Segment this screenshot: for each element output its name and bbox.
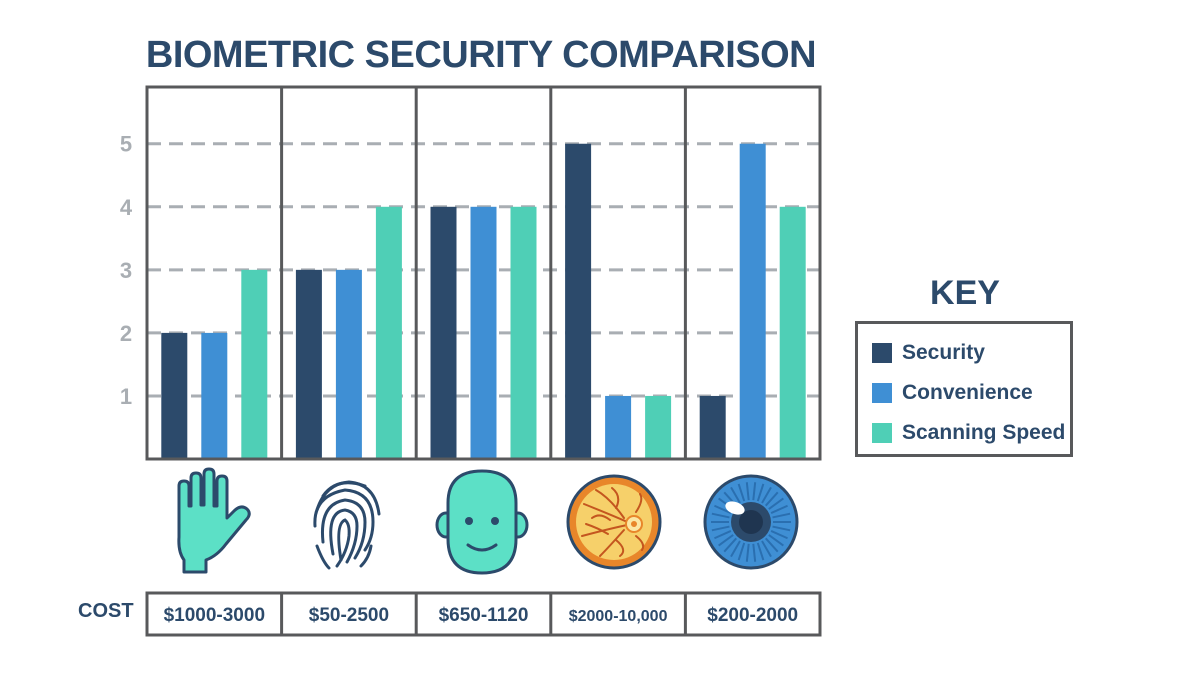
legend-swatch-scanning-speed bbox=[872, 423, 892, 443]
cost-value: $2000-10,000 bbox=[569, 608, 668, 625]
bar-convenience bbox=[739, 143, 766, 459]
bar-convenience bbox=[201, 332, 228, 459]
bar-scanning-speed bbox=[779, 206, 806, 459]
cost-row: $1000-3000 $50-2500 $650-1120 $2000-10,000 $… bbox=[145, 591, 822, 637]
face-icon bbox=[435, 469, 529, 575]
bar-scanning-speed bbox=[645, 395, 672, 459]
bar-security bbox=[430, 206, 457, 459]
cost-value: $1000-3000 bbox=[164, 605, 265, 626]
legend-item-scanning-speed: Scanning Speed bbox=[872, 421, 1065, 445]
legend-label-scanning-speed: Scanning Speed bbox=[902, 421, 1066, 444]
bar-scanning-speed bbox=[375, 206, 402, 459]
legend: Security Convenience Scanning Speed bbox=[855, 321, 1073, 457]
chart-frame bbox=[145, 85, 822, 461]
y-tick-label: 3 bbox=[120, 258, 132, 283]
fingerprint-icon bbox=[313, 480, 381, 570]
bar-security bbox=[161, 332, 188, 459]
plot-border bbox=[145, 85, 822, 461]
legend-swatch-convenience bbox=[872, 383, 892, 403]
y-tick-label: 5 bbox=[120, 132, 132, 157]
cost-table bbox=[145, 591, 822, 637]
cost-heading: COST bbox=[78, 600, 134, 622]
legend-swatch-security bbox=[872, 343, 892, 363]
legend-item-convenience: Convenience bbox=[872, 381, 1033, 405]
bar-convenience bbox=[605, 395, 632, 459]
legend-item-security: Security bbox=[872, 341, 985, 365]
y-axis-ticks: 1 2 3 4 5 bbox=[120, 132, 133, 409]
legend-label-convenience: Convenience bbox=[902, 381, 1033, 404]
y-tick-label: 1 bbox=[120, 384, 132, 409]
bar-security bbox=[295, 269, 322, 459]
bar-security bbox=[699, 395, 726, 459]
bar-convenience bbox=[470, 206, 497, 459]
legend-label-security: Security bbox=[902, 341, 985, 364]
retina-icon bbox=[566, 474, 662, 570]
legend-title: KEY bbox=[930, 274, 1000, 312]
y-tick-label: 2 bbox=[120, 321, 132, 346]
hand-icon bbox=[177, 467, 251, 574]
cost-value: $650-1120 bbox=[439, 605, 529, 626]
cost-value: $200-2000 bbox=[707, 605, 798, 626]
chart-title: BIOMETRIC SECURITY COMPARISON bbox=[145, 34, 817, 76]
bar-scanning-speed bbox=[510, 206, 537, 459]
bar-scanning-speed bbox=[241, 269, 268, 459]
y-tick-label: 4 bbox=[120, 195, 133, 220]
bar-convenience bbox=[335, 269, 362, 459]
bar-security bbox=[565, 143, 592, 459]
bars bbox=[161, 143, 806, 459]
iris-icon bbox=[703, 474, 799, 570]
cost-value: $50-2500 bbox=[309, 605, 389, 626]
